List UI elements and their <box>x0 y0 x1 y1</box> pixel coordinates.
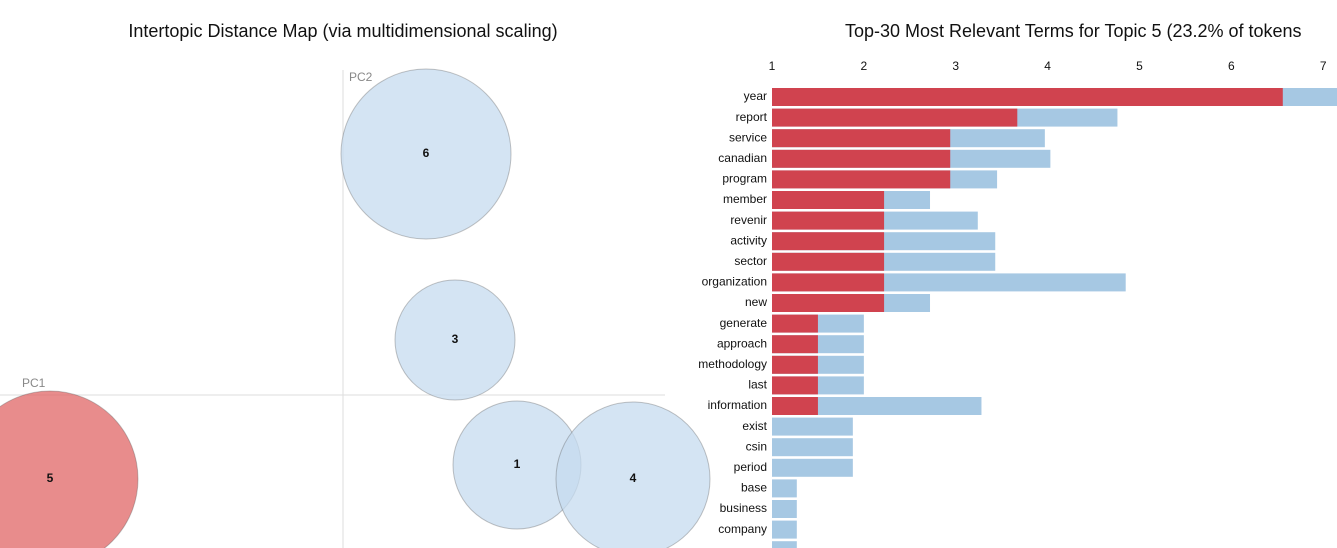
bar <box>772 479 797 498</box>
term-label: activity <box>730 233 767 247</box>
x-tick-label: 1 <box>769 59 776 73</box>
bar <box>772 438 853 457</box>
bar <box>772 191 885 209</box>
x-tick-label: 6 <box>1228 59 1235 73</box>
bar <box>772 355 818 374</box>
x-tick-label: 5 <box>1136 59 1143 73</box>
topic-bubble <box>340 68 512 240</box>
topic-label: 1 <box>514 457 521 471</box>
term-label: period <box>734 460 767 474</box>
topic-label: 6 <box>423 146 430 160</box>
bar <box>772 376 818 395</box>
bar <box>772 397 982 415</box>
topic-bubble <box>555 401 711 548</box>
bar <box>772 232 885 251</box>
topic-label: 3 <box>452 332 459 346</box>
bar <box>772 129 951 148</box>
term-label: company <box>718 522 767 536</box>
x-axis-label: PC1 <box>22 376 46 390</box>
term-label: new <box>745 295 767 309</box>
term-label: canadian <box>718 151 767 165</box>
topic-bubble <box>394 279 516 401</box>
bar <box>772 273 885 292</box>
bar <box>772 88 1283 106</box>
term-label: sector <box>734 254 767 268</box>
topic-label: 5 <box>47 471 54 485</box>
term-label: year <box>744 89 767 103</box>
x-tick-label: 3 <box>952 59 959 73</box>
y-axis-label: PC2 <box>349 70 373 84</box>
term-label: service <box>729 130 767 144</box>
bar <box>772 541 797 548</box>
term-label: report <box>736 110 768 124</box>
bar <box>772 500 797 518</box>
bar <box>772 335 818 354</box>
term-label: csin <box>746 439 767 453</box>
topic-label: 4 <box>630 471 637 485</box>
bars <box>772 88 1337 548</box>
bar <box>772 211 885 230</box>
bar <box>772 252 885 271</box>
bar <box>772 458 853 477</box>
bar <box>772 520 797 539</box>
bar <box>772 149 951 168</box>
term-label: methodology <box>698 357 767 371</box>
map-title: Intertopic Distance Map (via multidimens… <box>128 21 557 41</box>
x-tick-label: 7 <box>1320 59 1327 73</box>
term-label: exist <box>742 419 767 433</box>
x-tick-label: 4 <box>1044 59 1051 73</box>
bar <box>772 417 853 436</box>
term-label: revenir <box>730 213 767 227</box>
bar-title: Top-30 Most Relevant Terms for Topic 5 (… <box>845 21 1302 41</box>
topic-bubble <box>0 390 139 548</box>
term-label: member <box>723 192 767 206</box>
bar <box>772 397 818 415</box>
term-label: program <box>722 172 767 186</box>
term-label: organization <box>702 275 767 289</box>
bar <box>772 108 1018 127</box>
bar <box>772 170 951 189</box>
term-label: base <box>741 481 767 495</box>
term-label: business <box>720 501 767 515</box>
x-tick-label: 2 <box>861 59 868 73</box>
term-label: last <box>748 378 767 392</box>
bar <box>772 294 885 312</box>
term-label: generate <box>720 316 768 330</box>
term-label: information <box>708 398 767 412</box>
bar <box>772 314 818 333</box>
term-label: approach <box>717 336 767 350</box>
